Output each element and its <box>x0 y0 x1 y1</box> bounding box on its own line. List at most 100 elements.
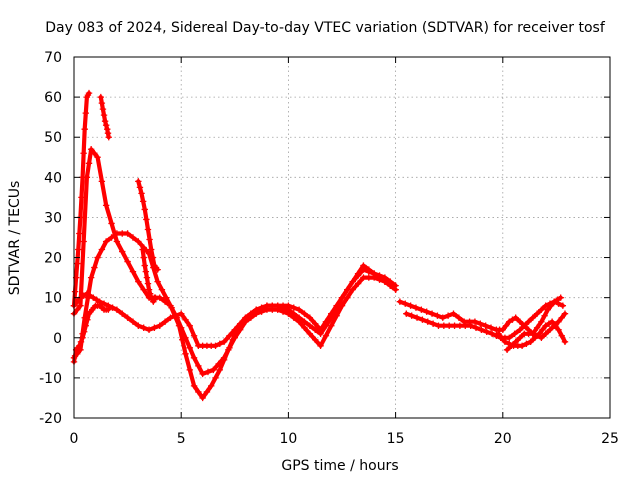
data-point <box>295 306 303 313</box>
data-point <box>141 262 148 269</box>
data-point <box>82 109 89 117</box>
data-point <box>333 302 340 309</box>
data-point <box>100 300 108 307</box>
data-point <box>220 338 228 345</box>
data-point <box>328 322 335 329</box>
data-point <box>322 318 330 325</box>
data-point <box>429 320 437 327</box>
data-point <box>102 121 110 129</box>
data-point <box>141 206 148 213</box>
y-axis-label: SDTVAR / TECUs <box>7 181 23 296</box>
data-point <box>100 111 108 119</box>
data-point <box>295 314 303 321</box>
series-track-b-markers <box>70 146 399 402</box>
data-point <box>98 246 106 253</box>
data-point <box>542 330 549 337</box>
data-point <box>231 326 238 333</box>
series-track-a-markers <box>70 230 399 378</box>
data-point <box>113 238 121 245</box>
data-point <box>75 246 82 253</box>
data-point <box>143 216 150 223</box>
data-point <box>190 332 198 339</box>
y-tick-label: 30 <box>44 210 62 226</box>
data-point <box>80 328 88 335</box>
data-point <box>80 238 87 245</box>
data-point <box>151 324 158 331</box>
data-point <box>558 332 565 339</box>
data-point <box>199 370 206 378</box>
data-point <box>203 388 211 396</box>
data-point <box>91 264 98 271</box>
data-point <box>109 304 116 311</box>
data-point <box>182 316 189 323</box>
data-point <box>144 226 152 233</box>
data-point <box>483 328 490 335</box>
x-tick-label: 0 <box>70 431 79 447</box>
data-point <box>167 302 174 309</box>
data-point <box>90 294 97 301</box>
series-track-e-markers <box>403 298 567 341</box>
data-point <box>216 340 223 347</box>
y-tick-label: 60 <box>44 90 62 106</box>
data-point <box>418 306 425 313</box>
data-point <box>392 286 399 293</box>
data-point <box>451 322 458 329</box>
data-point <box>129 234 137 241</box>
series-track-j-markers <box>135 178 161 273</box>
data-point <box>186 344 193 352</box>
data-point <box>136 184 144 191</box>
data-point <box>119 248 126 255</box>
data-point <box>152 294 159 301</box>
data-point <box>146 290 154 297</box>
data-point <box>538 334 545 341</box>
data-point <box>456 322 464 329</box>
data-point <box>186 322 193 329</box>
data-point <box>79 334 86 341</box>
data-point <box>472 324 480 331</box>
data-point <box>471 318 479 325</box>
data-point <box>87 274 95 281</box>
data-point <box>338 294 346 301</box>
data-point <box>555 318 562 325</box>
data-point <box>551 298 558 305</box>
data-point <box>190 382 198 390</box>
x-tick-label: 15 <box>387 431 405 447</box>
data-point <box>545 320 553 327</box>
data-point <box>220 356 228 364</box>
data-point <box>98 178 106 185</box>
data-point <box>529 330 537 337</box>
data-point <box>423 308 430 315</box>
data-point <box>546 326 554 333</box>
data-point <box>312 320 319 327</box>
data-point <box>145 286 153 293</box>
data-point <box>97 93 104 101</box>
data-point <box>124 258 131 265</box>
data-point <box>78 194 85 201</box>
data-point <box>434 312 441 319</box>
data-point <box>502 322 510 329</box>
data-point <box>488 330 496 337</box>
data-point <box>71 352 79 360</box>
data-point <box>511 330 518 337</box>
data-point <box>247 310 255 317</box>
data-point <box>144 280 152 287</box>
data-point <box>539 326 546 333</box>
data-point <box>140 324 147 331</box>
data-point <box>360 262 367 269</box>
data-point <box>139 198 147 205</box>
data-point <box>105 306 112 313</box>
data-point <box>306 314 314 321</box>
data-point <box>135 278 142 285</box>
data-point <box>154 266 161 273</box>
data-point <box>102 238 110 245</box>
data-point <box>253 306 260 313</box>
data-point <box>138 190 145 197</box>
data-point <box>523 340 530 347</box>
y-tick-label: 40 <box>44 170 62 186</box>
series-track-k-markers <box>70 302 112 366</box>
data-point <box>408 312 415 319</box>
data-point <box>349 278 356 285</box>
data-point <box>525 318 532 325</box>
data-point <box>186 366 193 374</box>
grid <box>74 57 610 418</box>
